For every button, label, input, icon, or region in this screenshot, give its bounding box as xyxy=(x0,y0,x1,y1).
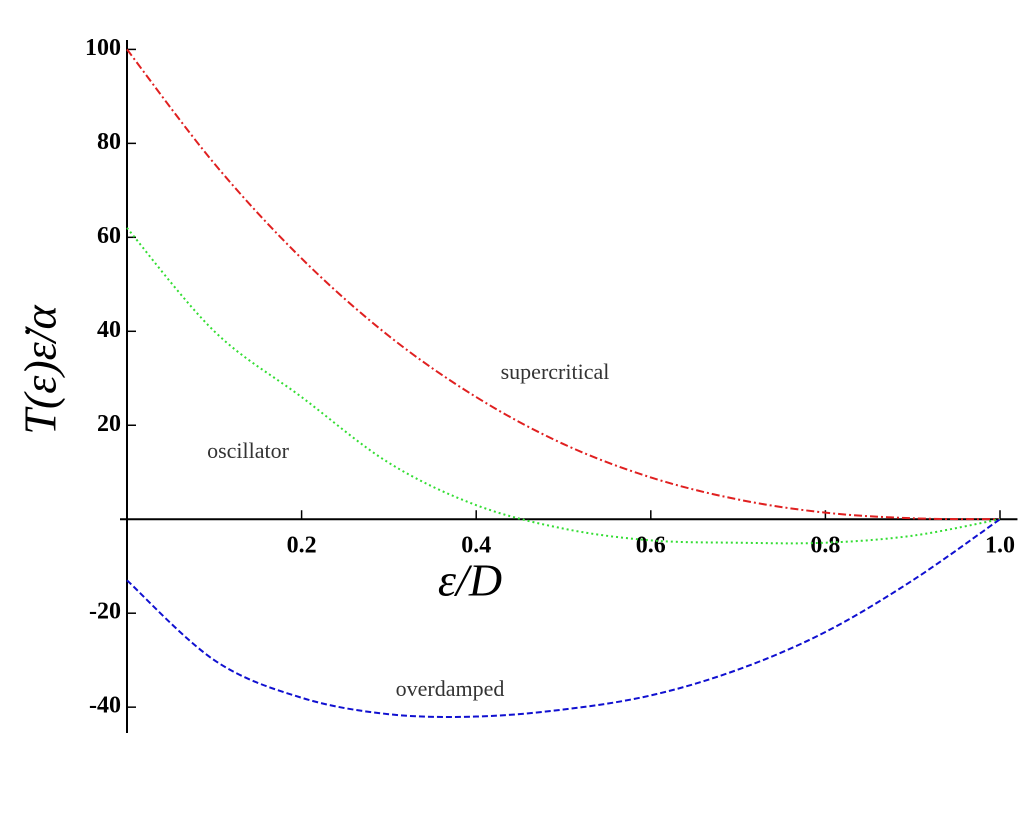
x-tick-label: 0.6 xyxy=(636,533,666,559)
y-tick-label: 80 xyxy=(97,129,121,155)
annotation: supercritical xyxy=(501,359,610,384)
annotation: oscillator xyxy=(207,438,290,463)
y-tick-label: 100 xyxy=(85,35,121,61)
y-tick-label: -20 xyxy=(89,599,121,625)
x-tick-label: 0.2 xyxy=(287,533,317,559)
x-tick-label: 0.4 xyxy=(461,533,491,559)
x-tick-label: 0.8 xyxy=(810,533,840,559)
x-tick-label: 1.0 xyxy=(985,533,1015,559)
series-line xyxy=(126,227,1001,545)
y-tick-label: 60 xyxy=(97,223,121,249)
series-line xyxy=(126,48,1001,521)
y-tick-label: 20 xyxy=(97,411,121,437)
annotation: overdamped xyxy=(396,676,505,701)
series-line xyxy=(126,518,1001,718)
y-tick-label: 40 xyxy=(97,317,121,343)
y-axis-label: T(ε)ε̇/α xyxy=(15,304,66,434)
y-tick-label: -40 xyxy=(89,693,121,719)
x-axis-label: ε/D xyxy=(438,555,502,606)
